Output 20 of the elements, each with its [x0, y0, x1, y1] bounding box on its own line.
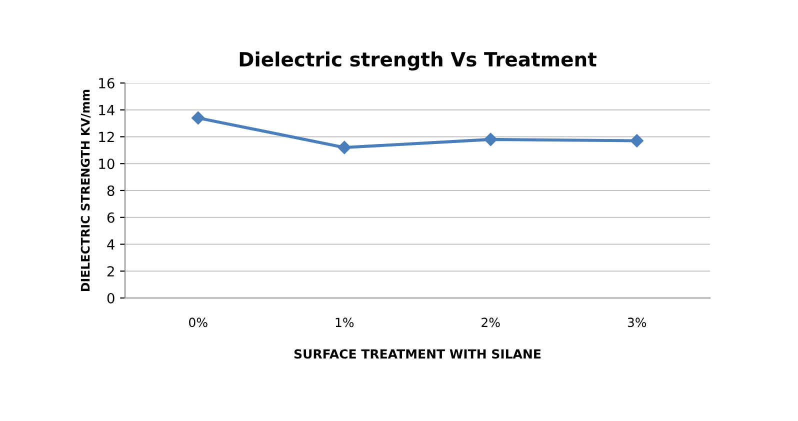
- y-tick-label: 8: [107, 185, 114, 196]
- x-tick-label: 1%: [336, 318, 354, 328]
- x-axis-title: SURFACE TREATMENT WITH SILANE: [294, 349, 541, 359]
- y-tick-label: 12: [99, 132, 114, 142]
- y-tick-label: 16: [99, 78, 114, 88]
- y-tick-label: 2: [107, 266, 114, 276]
- chart-title: Dielectric strength Vs Treatment: [240, 52, 596, 71]
- x-tick-label: 2%: [482, 318, 500, 328]
- x-tick-label: 3%: [628, 318, 646, 328]
- y-tick-label: 6: [107, 212, 114, 223]
- y-tick-label: 14: [99, 105, 114, 116]
- y-tick-label: 0: [107, 292, 114, 304]
- x-tick-label: 0%: [189, 318, 208, 328]
- y-tick-label: 10: [99, 158, 114, 170]
- point: [338, 140, 351, 154]
- point: [484, 132, 498, 146]
- point: [192, 111, 205, 125]
- point: [630, 134, 644, 148]
- y-axis-title: DIELECTRIC STRENGTH KV/mm: [80, 90, 91, 291]
- y-tick-label: 4: [107, 239, 114, 250]
